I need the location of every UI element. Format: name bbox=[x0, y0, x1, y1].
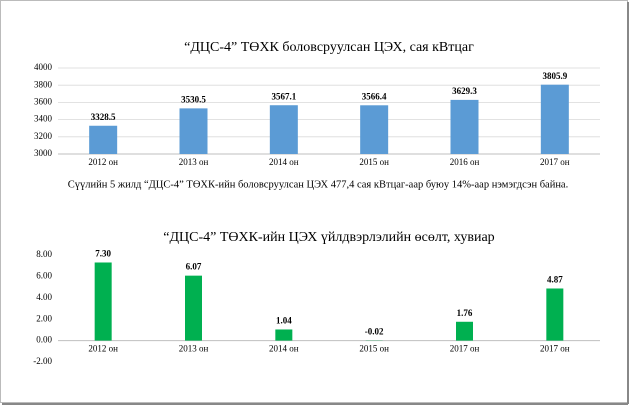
x-tick-label: 2016 он bbox=[450, 157, 480, 167]
bar bbox=[450, 99, 479, 154]
x-tick-label: 2017 он bbox=[450, 344, 480, 354]
value-label: 3328.5 bbox=[91, 112, 116, 122]
bar bbox=[185, 275, 202, 341]
chart-title: “ДЦС-4” ТӨХК боловсруулсан ЦЭХ, сая кВтц… bbox=[184, 40, 474, 55]
y-tick-label: 3200 bbox=[34, 131, 53, 141]
y-tick-label: 4.00 bbox=[36, 292, 52, 302]
x-tick-label: 2017 он bbox=[540, 157, 570, 167]
x-tick-label: 2013 он bbox=[179, 157, 209, 167]
y-tick-label: 2.00 bbox=[36, 313, 52, 323]
value-label: 3530.5 bbox=[181, 94, 206, 104]
bar bbox=[546, 288, 564, 341]
y-tick-label: -2.00 bbox=[33, 356, 52, 366]
value-label: -0.02 bbox=[365, 327, 384, 337]
bar bbox=[94, 262, 112, 341]
value-label: 3567.1 bbox=[271, 91, 296, 101]
value-label: 3566.4 bbox=[362, 91, 387, 101]
y-tick-label: 8.00 bbox=[36, 249, 52, 259]
bar bbox=[456, 321, 473, 341]
value-label: 6.07 bbox=[186, 262, 202, 272]
value-label: 3629.3 bbox=[452, 86, 477, 96]
caption: Сүүлийн 5 жилд “ДЦС-4” ТӨХК-ийн боловсру… bbox=[68, 179, 568, 190]
value-label: 4.87 bbox=[547, 275, 563, 285]
y-tick-label: 6.00 bbox=[36, 270, 52, 280]
y-tick-label: 3800 bbox=[34, 79, 53, 89]
bar bbox=[275, 329, 293, 341]
value-label: 3805.9 bbox=[542, 71, 567, 81]
y-tick-label: 3600 bbox=[34, 96, 53, 106]
y-tick-label: 3000 bbox=[34, 148, 53, 158]
value-label: 7.30 bbox=[95, 249, 111, 259]
y-tick-label: 4000 bbox=[34, 62, 53, 72]
x-tick-label: 2014 он bbox=[269, 157, 299, 167]
x-tick-label: 2013 он bbox=[179, 344, 209, 354]
x-tick-label: 2014 он bbox=[269, 344, 299, 354]
bar bbox=[89, 125, 118, 154]
x-tick-label: 2015 он bbox=[359, 344, 389, 354]
y-tick-label: 0.00 bbox=[36, 335, 52, 345]
bar bbox=[360, 105, 389, 154]
y-tick-label: 3400 bbox=[34, 114, 53, 124]
value-label: 1.76 bbox=[457, 308, 473, 318]
x-tick-label: 2012 он bbox=[88, 157, 118, 167]
bar bbox=[179, 108, 208, 154]
bar bbox=[269, 105, 298, 154]
x-tick-label: 2017 он bbox=[540, 344, 570, 354]
chart-title: “ДЦС-4” ТӨХК-ийн ЦЭХ үйлдвэрлэлийн өсөлт… bbox=[163, 230, 494, 245]
x-tick-label: 2015 он bbox=[359, 157, 389, 167]
x-tick-label: 2012 он bbox=[88, 344, 118, 354]
value-label: 1.04 bbox=[276, 316, 292, 326]
bar bbox=[540, 84, 569, 154]
